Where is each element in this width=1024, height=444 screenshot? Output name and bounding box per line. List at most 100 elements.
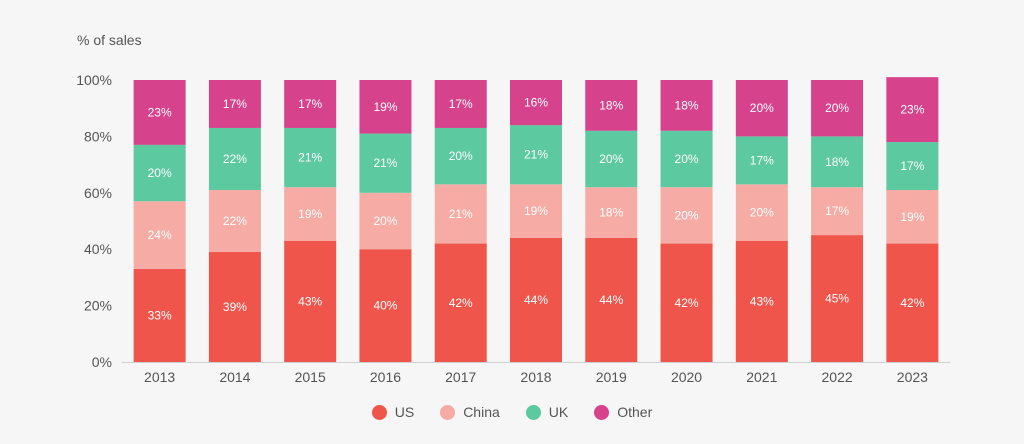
legend-item-other: Other <box>594 404 652 420</box>
data-label-us-2015: 43% <box>298 294 322 308</box>
legend-swatch <box>594 404 610 420</box>
bar-segment-us-2020 <box>660 243 713 362</box>
bar-segment-china-2019 <box>585 187 638 238</box>
legend-item-china: China <box>440 404 500 420</box>
x-tick-label: 2018 <box>520 369 551 385</box>
legend-swatch <box>525 404 541 420</box>
x-tick-label: 2013 <box>144 369 175 385</box>
bar-segment-uk-2019 <box>585 130 638 188</box>
data-label-uk-2016: 21% <box>373 156 397 170</box>
bar-segment-other-2015 <box>284 80 337 128</box>
y-tick-label: 40% <box>84 241 112 257</box>
legend-item-uk: UK <box>525 404 569 420</box>
data-label-us-2021: 43% <box>750 294 774 308</box>
data-label-china-2018: 19% <box>524 204 548 218</box>
data-label-china-2022: 17% <box>825 204 849 218</box>
bar-segment-us-2013 <box>133 268 186 362</box>
bar-segment-uk-2014 <box>208 127 261 190</box>
legend-label: Other <box>617 404 653 420</box>
data-label-us-2019: 44% <box>599 293 623 307</box>
data-label-china-2020: 20% <box>675 208 699 222</box>
y-tick-label: 100% <box>76 72 112 88</box>
bar-segment-china-2020 <box>660 187 713 244</box>
y-tick-label: 20% <box>84 298 112 314</box>
data-label-china-2016: 20% <box>373 214 397 228</box>
data-label-us-2018: 44% <box>524 293 548 307</box>
bar-segment-uk-2021 <box>735 136 788 185</box>
bar-segment-other-2016 <box>359 80 412 134</box>
data-label-us-2014: 39% <box>223 300 247 314</box>
bar-segment-other-2023 <box>886 77 939 143</box>
bar-segment-us-2017 <box>434 243 487 362</box>
data-label-other-2020: 18% <box>675 98 699 112</box>
data-label-china-2021: 20% <box>750 206 774 220</box>
bar-segment-us-2021 <box>735 240 788 362</box>
y-tick-label: 80% <box>84 128 112 144</box>
bar-segment-uk-2022 <box>811 136 864 188</box>
data-label-us-2013: 33% <box>148 308 172 322</box>
x-tick-label: 2019 <box>596 369 627 385</box>
data-label-us-2023: 42% <box>900 296 924 310</box>
legend-label: UK <box>548 404 569 420</box>
data-label-other-2013: 23% <box>148 105 172 119</box>
legend-swatch <box>371 404 387 420</box>
data-label-uk-2018: 21% <box>524 148 548 162</box>
bar-segment-china-2023 <box>886 189 939 244</box>
chart-legend: US China UK Other <box>0 404 1024 420</box>
data-label-uk-2014: 22% <box>223 152 247 166</box>
legend-swatch <box>440 404 456 420</box>
data-label-other-2015: 17% <box>298 97 322 111</box>
bar-segment-us-2014 <box>208 252 261 362</box>
x-tick-label: 2023 <box>897 369 928 385</box>
x-tick-label: 2017 <box>445 369 476 385</box>
data-label-china-2023: 19% <box>900 210 924 224</box>
data-label-china-2019: 18% <box>599 206 623 220</box>
bar-segment-other-2022 <box>811 80 864 137</box>
bar-segment-uk-2018 <box>510 125 562 185</box>
bar-segment-other-2014 <box>208 80 261 128</box>
x-tick-label: 2014 <box>219 369 250 385</box>
bar-segment-us-2022 <box>811 235 864 362</box>
x-tick-label: 2016 <box>370 369 401 385</box>
data-label-uk-2015: 21% <box>298 151 322 165</box>
data-label-us-2020: 42% <box>675 296 699 310</box>
data-label-other-2017: 17% <box>449 97 473 111</box>
data-label-china-2015: 19% <box>298 207 322 221</box>
y-tick-label: 60% <box>84 185 112 201</box>
data-label-us-2017: 42% <box>449 296 473 310</box>
data-label-other-2014: 17% <box>223 97 247 111</box>
data-label-uk-2013: 20% <box>148 166 172 180</box>
x-tick-label: 2021 <box>746 369 777 385</box>
x-tick-label: 2022 <box>822 369 853 385</box>
bar-segment-uk-2023 <box>886 142 939 190</box>
bar-segment-us-2023 <box>886 243 939 362</box>
bar-segment-other-2017 <box>434 80 487 128</box>
data-label-china-2017: 21% <box>449 207 473 221</box>
data-label-other-2022: 20% <box>825 101 849 115</box>
x-tick-label: 2020 <box>671 369 702 385</box>
data-label-other-2019: 18% <box>599 98 623 112</box>
x-tick-label: 2015 <box>295 369 326 385</box>
y-axis-unit-label: % of sales <box>77 32 142 48</box>
data-label-china-2014: 22% <box>223 214 247 228</box>
legend-label: US <box>394 404 415 420</box>
bar-segment-us-2018 <box>510 237 562 362</box>
data-label-us-2016: 40% <box>373 299 397 313</box>
data-label-other-2016: 19% <box>373 100 397 114</box>
data-label-uk-2022: 18% <box>825 155 849 169</box>
bar-segment-other-2019 <box>585 80 638 131</box>
bar-segment-china-2017 <box>434 184 487 244</box>
data-label-uk-2023: 17% <box>900 159 924 173</box>
data-label-other-2023: 23% <box>900 103 924 117</box>
data-label-uk-2020: 20% <box>675 152 699 166</box>
bar-segment-uk-2016 <box>359 133 412 193</box>
bar-segment-china-2021 <box>735 184 788 241</box>
bar-segment-us-2016 <box>359 249 412 362</box>
legend-label: China <box>463 404 500 420</box>
bar-segment-us-2015 <box>284 240 337 362</box>
y-tick-label: 0% <box>92 354 112 370</box>
bar-segment-us-2019 <box>585 237 638 362</box>
bar-segment-uk-2017 <box>434 127 487 185</box>
